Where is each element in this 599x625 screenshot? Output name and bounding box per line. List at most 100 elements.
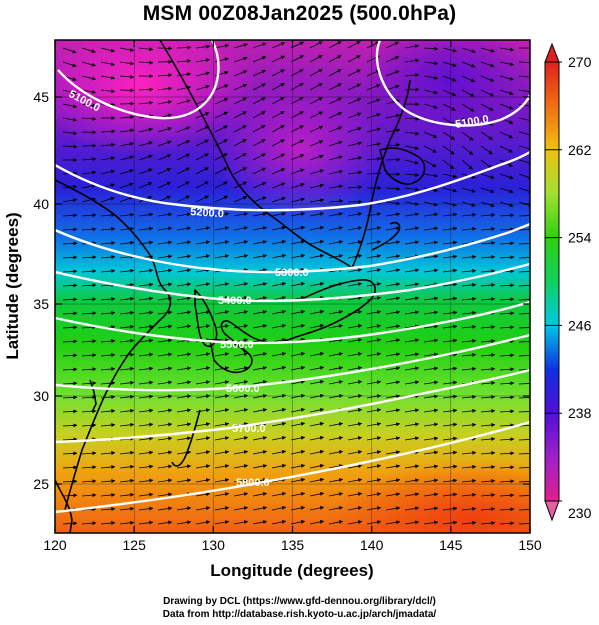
wind-arrow [366,436,382,441]
wind-arrow [81,116,97,121]
wind-arrow [252,492,268,497]
wind-arrow [176,506,192,511]
wind-arrow [499,423,515,428]
wind-arrow [404,520,420,525]
wind-arrow [404,506,420,511]
wind-arrow [461,352,477,357]
wind-arrow [309,125,324,133]
wind-arrow [499,145,513,153]
wind-arrow [271,253,287,259]
wind-arrow [100,493,116,498]
wind-arrow [499,75,514,81]
wind-arrow [423,103,438,109]
wind-arrow [290,393,306,399]
wind-arrow [328,520,344,525]
wind-arrow [347,83,362,91]
wind-arrow [119,128,135,133]
wind-arrow [62,521,78,526]
wind-arrow [480,227,496,232]
wind-arrow [461,131,474,141]
wind-arrow [366,84,381,91]
wind-arrow [404,366,420,371]
contour-label: 5300.0 [275,267,309,279]
wind-arrow [100,47,115,53]
wind-arrow [442,226,458,231]
wind-arrow [233,478,249,483]
wind-arrow [518,381,530,386]
wind-arrow [62,381,78,386]
wind-arrow [461,187,476,193]
wind-arrow [442,240,458,245]
wind-arrow [461,103,475,112]
wind-arrow [271,449,287,455]
wind-arrow [62,395,78,400]
wind-arrow [328,155,343,161]
wind-arrow [442,380,458,385]
wind-arrow [195,58,211,63]
wind-arrow [404,352,420,357]
wind-arrow [366,394,382,399]
wind-arrow [328,97,342,105]
wind-arrow [499,131,514,139]
wind-arrow [176,408,192,413]
wind-arrow [233,56,248,63]
wind-arrow [404,116,420,121]
wind-arrow [138,100,154,105]
wind-arrow [499,521,515,526]
wind-arrow [480,131,494,141]
wind-arrow [347,520,363,525]
wind-arrow [461,226,477,231]
wind-arrow [461,408,477,413]
wind-arrow [176,436,192,441]
wind-arrow [62,213,78,218]
wind-arrow [138,296,154,301]
wind-arrow [518,269,530,274]
wind-arrow [480,395,496,400]
wind-arrow [119,196,134,203]
wind-arrow [309,449,325,455]
wind-arrow [138,478,154,483]
wind-arrow [62,131,78,136]
wind-arrow [385,436,401,441]
wind-arrow [214,254,230,259]
x-tick-labels: 120 125 130 135 140 145 150 [43,537,542,553]
wind-arrow [404,310,420,315]
wind-arrow [176,72,192,77]
wind-arrow [499,367,515,372]
wind-arrow [214,520,230,525]
wind-arrow [499,173,514,180]
wind-arrow [309,239,325,245]
wind-arrow [328,394,344,399]
wind-arrow [347,380,363,385]
wind-arrow [271,42,286,49]
colorbar-tick-label: 230 [568,505,592,521]
contour-label: 5800.0 [236,477,270,489]
wind-arrow [366,324,382,329]
wind-arrow [499,283,515,288]
wind-arrow [328,41,342,49]
wind-arrow [252,83,266,91]
wind-arrow [271,182,286,189]
wind-arrow [461,296,477,301]
contour-label: 5500.0 [220,339,254,351]
wind-arrow [480,381,496,386]
wind-arrow [309,253,325,259]
wind-arrow [423,75,439,80]
wind-arrow [328,310,344,315]
wind-arrow [328,184,344,189]
wind-arrow [385,70,400,77]
wind-arrow [233,506,249,511]
wind-arrow [366,254,382,259]
wind-arrow [423,310,439,315]
y-tick-label: 25 [33,476,49,492]
wind-arrow [347,338,363,343]
wind-arrow [252,296,268,301]
wind-arrow [176,195,190,203]
wind-arrow [423,173,439,178]
wind-arrow [366,422,382,427]
wind-arrow [347,240,363,245]
wind-arrow [252,380,268,385]
wind-arrow [138,352,154,357]
wind-arrow [62,479,78,484]
wind-arrow [119,240,135,245]
